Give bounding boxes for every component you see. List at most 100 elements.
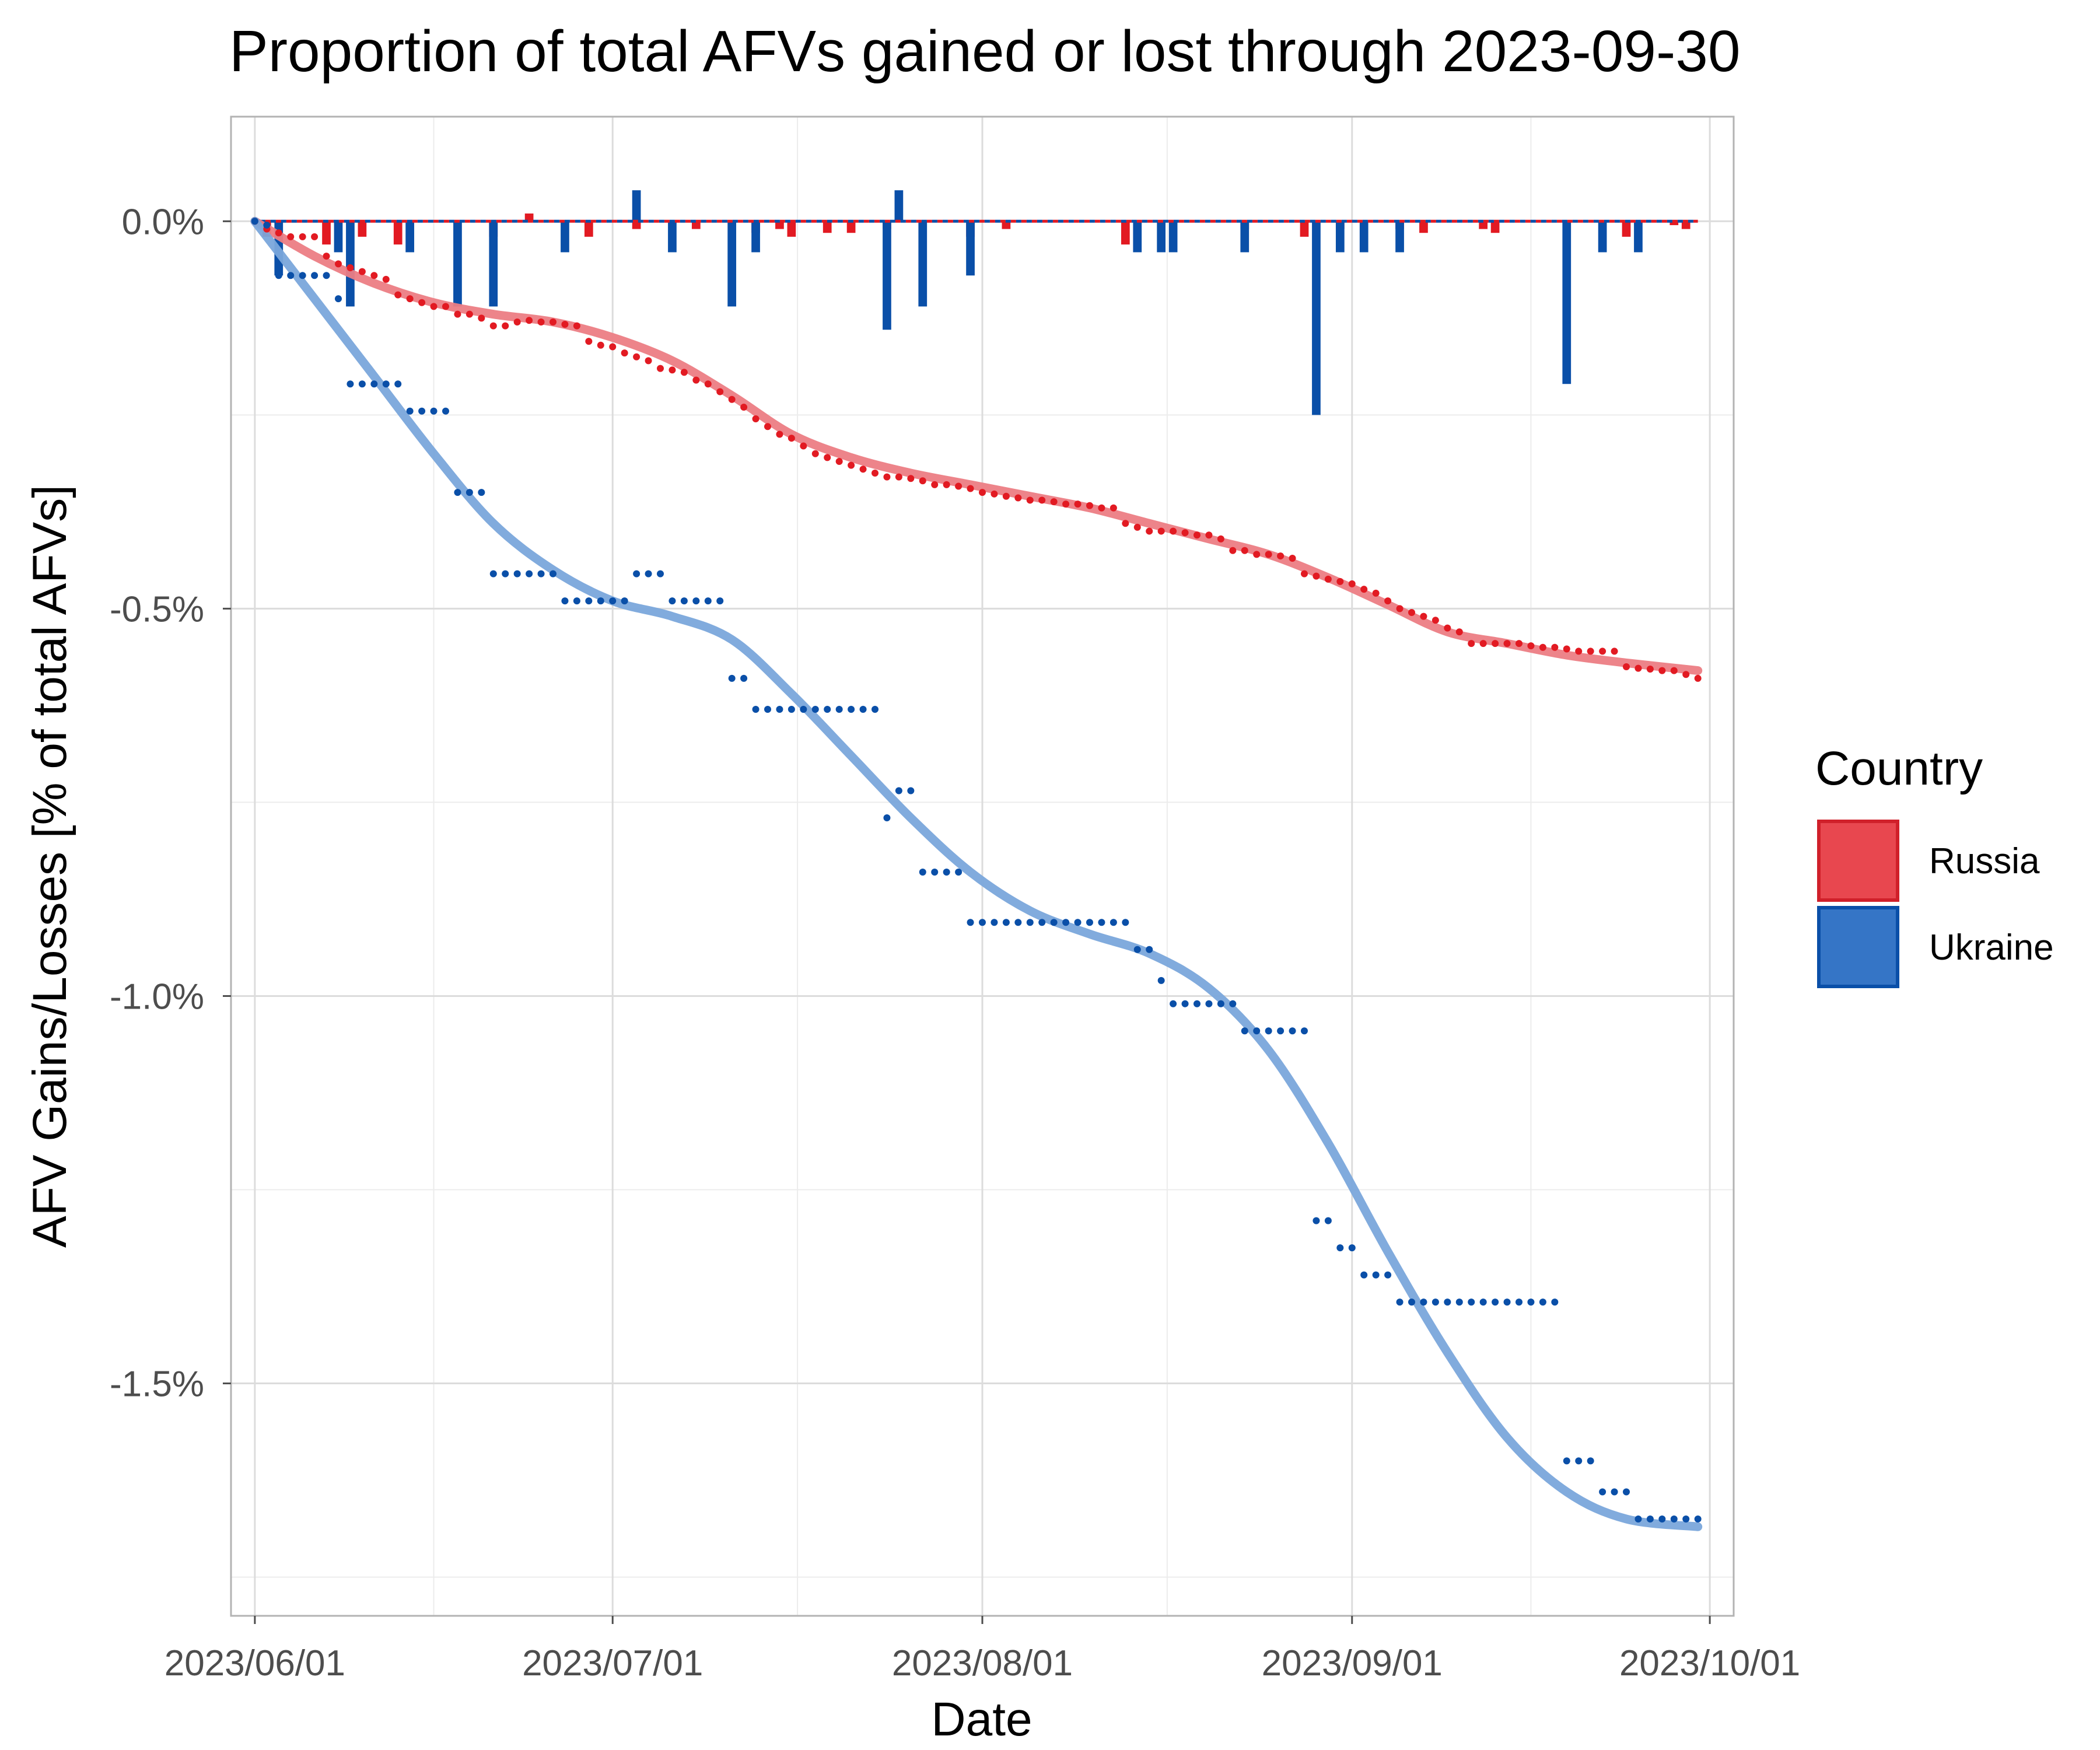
point-russia (430, 303, 438, 310)
point-ukraine (1492, 1298, 1499, 1306)
point-ukraine (597, 597, 604, 605)
point-russia (1575, 648, 1583, 655)
point-russia (550, 318, 556, 326)
point-ukraine (1539, 1298, 1546, 1306)
point-ukraine (1110, 919, 1117, 926)
point-russia (919, 477, 926, 485)
point-russia (537, 318, 545, 326)
point-ukraine (1181, 1000, 1189, 1007)
point-ukraine (1336, 1244, 1344, 1252)
point-russia (489, 322, 497, 330)
point-ukraine (1420, 1298, 1427, 1306)
bar-ukraine (1312, 221, 1321, 415)
point-ukraine (1133, 946, 1141, 953)
x-axis-title: Date (931, 1693, 1032, 1746)
point-russia (1694, 674, 1702, 682)
bar-russia (584, 221, 593, 237)
point-russia (1253, 551, 1261, 558)
bar-russia (1121, 221, 1130, 245)
point-ukraine (1241, 1027, 1248, 1035)
point-ukraine (311, 272, 318, 279)
y-tick-label: -0.5% (110, 589, 204, 629)
point-russia (1468, 640, 1475, 648)
bar-ukraine (1240, 221, 1250, 253)
point-russia (1062, 501, 1070, 508)
point-ukraine (1348, 1244, 1356, 1252)
point-ukraine (979, 919, 986, 926)
point-ukraine (466, 489, 473, 496)
point-ukraine (788, 706, 795, 713)
point-ukraine (1444, 1298, 1451, 1306)
point-russia (1563, 645, 1570, 653)
point-russia (811, 450, 819, 457)
point-ukraine (1611, 1488, 1618, 1496)
point-ukraine (526, 570, 533, 578)
point-ukraine (1658, 1515, 1666, 1522)
point-russia (1324, 575, 1332, 583)
bar-ukraine (894, 190, 904, 222)
point-russia (668, 366, 676, 374)
bar-ukraine (346, 221, 355, 307)
point-russia (370, 272, 378, 279)
x-tick-label: 2023/08/01 (892, 1643, 1073, 1684)
bar-ukraine (668, 221, 677, 253)
point-ukraine (1682, 1515, 1690, 1522)
point-ukraine (442, 407, 449, 415)
bar-ukraine (334, 221, 343, 253)
x-tick-label: 2023/07/01 (522, 1643, 703, 1684)
point-russia (1050, 498, 1058, 506)
point-russia (621, 349, 628, 357)
point-russia (931, 481, 939, 488)
point-ukraine (609, 597, 617, 605)
point-russia (1194, 531, 1200, 539)
point-ukraine (1289, 1027, 1296, 1035)
point-ukraine (1205, 1000, 1213, 1007)
point-russia (561, 320, 569, 328)
point-ukraine (764, 706, 771, 713)
point-ukraine (883, 814, 891, 821)
point-russia (1014, 494, 1022, 502)
point-ukraine (1253, 1027, 1261, 1035)
bar-russia (846, 221, 856, 233)
bar-ukraine (1634, 221, 1643, 253)
point-ukraine (907, 787, 915, 794)
point-ukraine (704, 597, 712, 605)
chart-title: Proportion of total AFVs gained or lost … (229, 19, 1741, 84)
point-russia (1670, 667, 1678, 674)
point-ukraine (287, 272, 295, 279)
point-ukraine (1194, 1000, 1200, 1007)
y-axis-ticks: 0.0% -0.5% -1.0% -1.5% (110, 202, 231, 1405)
point-russia (1157, 527, 1165, 535)
point-russia (1026, 496, 1034, 504)
point-ukraine (1599, 1488, 1606, 1496)
point-ukraine (1217, 1000, 1224, 1007)
point-russia (740, 404, 748, 411)
point-russia (394, 291, 402, 299)
point-russia (895, 473, 902, 481)
point-russia (1122, 520, 1129, 527)
point-russia (800, 442, 807, 450)
point-russia (358, 268, 366, 275)
bar-ukraine (561, 221, 569, 253)
bar-ukraine (918, 221, 928, 307)
point-ukraine (895, 787, 902, 794)
point-russia (1086, 502, 1093, 509)
point-russia (335, 260, 342, 268)
point-ukraine (1372, 1271, 1380, 1279)
x-tick-label: 2023/09/01 (1262, 1643, 1443, 1684)
bar-ukraine (727, 221, 737, 307)
point-ukraine (1360, 1271, 1368, 1279)
point-russia (788, 435, 795, 442)
point-ukraine (1062, 919, 1070, 926)
point-ukraine (1229, 1000, 1237, 1007)
point-russia (346, 264, 354, 271)
bars (262, 190, 1690, 415)
bar-ukraine (1598, 221, 1607, 253)
point-russia (1658, 667, 1666, 674)
point-ukraine (1086, 919, 1093, 926)
point-ukraine (1563, 1457, 1570, 1465)
point-russia (1181, 529, 1189, 537)
point-russia (645, 357, 652, 365)
point-ukraine (537, 570, 545, 578)
